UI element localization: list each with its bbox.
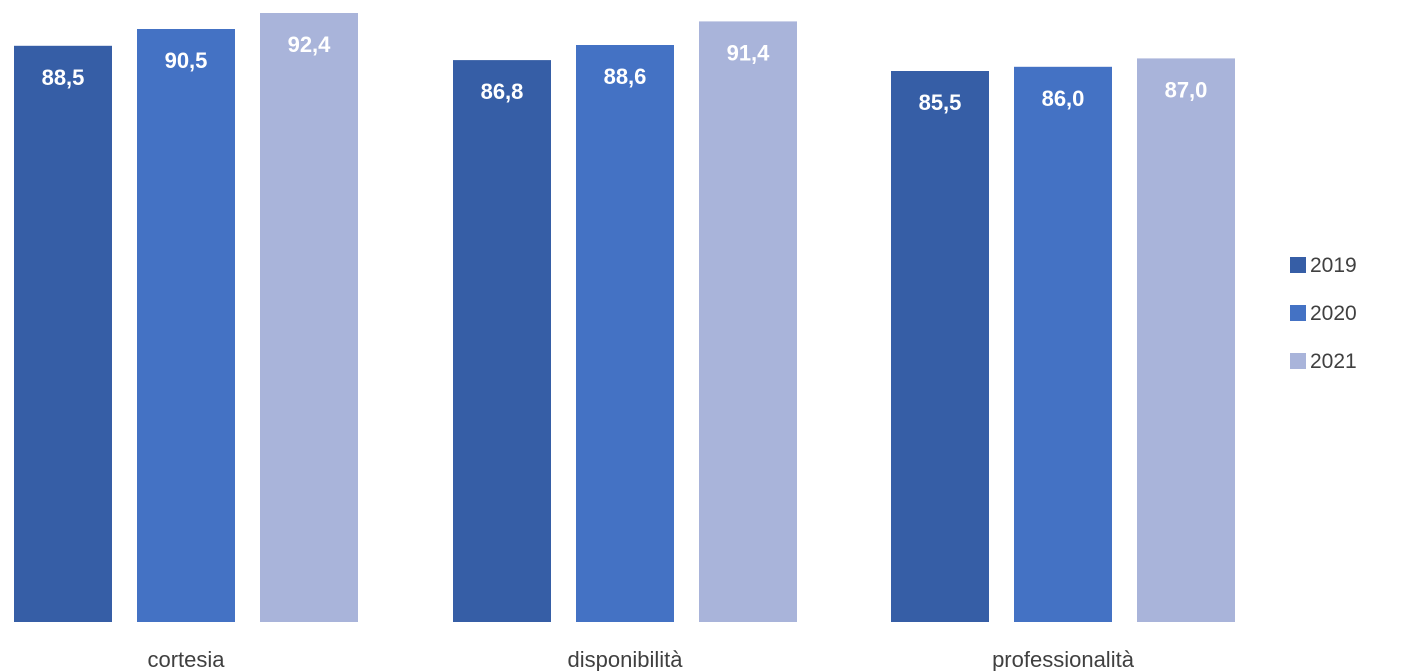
bar-2019-2: [891, 71, 989, 622]
bar-2021-2: [1137, 58, 1235, 622]
bars-group: [14, 13, 1235, 623]
bar-2019-0: [14, 45, 112, 623]
data-label-2020-1: 88,6: [604, 64, 647, 89]
data-label-2019-0: 88,5: [42, 65, 85, 90]
legend-swatch-2019: [1290, 257, 1306, 273]
bar-2021-0: [260, 13, 358, 622]
category-labels-group: cortesia disponibilità professionalità: [147, 647, 1134, 671]
category-label-2: professionalità: [992, 647, 1135, 671]
legend-label-2019: 2019: [1310, 254, 1357, 277]
category-label-1: disponibilità: [568, 647, 684, 671]
bar-2020-0: [137, 29, 235, 622]
category-label-0: cortesia: [147, 647, 225, 671]
data-label-2019-1: 86,8: [481, 79, 524, 104]
data-label-2020-2: 86,0: [1042, 86, 1085, 111]
data-label-2020-0: 90,5: [165, 48, 208, 73]
bar-2020-1: [576, 45, 674, 622]
data-label-2021-1: 91,4: [727, 40, 771, 65]
legend: 2019 2020 2021: [1290, 254, 1357, 373]
bar-2021-1: [699, 21, 797, 622]
legend-swatch-2021: [1290, 353, 1306, 369]
data-label-2021-0: 92,4: [288, 32, 332, 57]
value-labels-group: 88,5 90,5 92,4 86,8 88,6 91,4 85,5 86,0 87,0: [42, 32, 1208, 115]
data-label-2021-2: 87,0: [1165, 77, 1208, 102]
legend-label-2020: 2020: [1310, 302, 1357, 325]
data-label-2019-2: 85,5: [919, 90, 962, 115]
legend-label-2021: 2021: [1310, 350, 1357, 373]
legend-swatch-2020: [1290, 305, 1306, 321]
bar-2019-1: [453, 60, 551, 623]
bar-2020-2: [1014, 66, 1112, 623]
